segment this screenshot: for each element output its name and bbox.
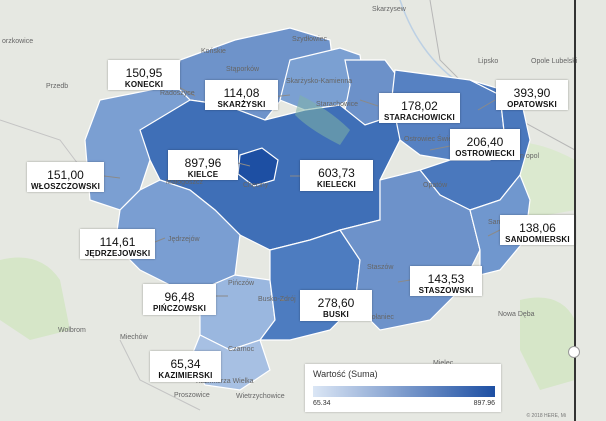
place-label: Busko-Zdrój	[258, 296, 296, 303]
value-text: 603,73	[318, 166, 355, 180]
place-label: orzkowice	[2, 38, 34, 45]
place-label: Skarżysko-Kamienna	[286, 78, 353, 85]
district-name: JĘDRZEJOWSKI	[84, 249, 151, 258]
district-name: SANDOMIERSKI	[505, 235, 570, 244]
district-name: OSTROWIECKI	[455, 149, 515, 158]
place-label: Starachowice	[316, 101, 359, 108]
place-label: Czarnoc	[228, 346, 255, 353]
legend-max-value: 897.96	[473, 400, 495, 407]
place-label: Sand	[488, 219, 505, 226]
place-label: Opatów	[423, 182, 448, 189]
value-text: 897,96	[184, 156, 222, 170]
district-name: BUSKI	[323, 310, 349, 319]
district-name: KONECKI	[124, 80, 164, 89]
value-text: 96,48	[164, 290, 195, 304]
value-text: 151,00	[47, 168, 84, 182]
value-text: 114,08	[223, 86, 260, 100]
value-label-konecki[interactable]: 150,95 KONECKI	[108, 60, 180, 90]
district-name: SKARŻYSKI	[217, 100, 266, 109]
forest-area-west	[0, 257, 70, 340]
legend-gradient-bar	[313, 386, 495, 397]
district-name: OPATOWSKI	[507, 100, 557, 109]
value-label-skarzyski[interactable]: 114,08 SKARŻYSKI	[205, 80, 278, 110]
place-label: Połaniec	[367, 314, 394, 321]
place-label: Kazimierza Wielka	[196, 378, 254, 385]
place-label: Mielec	[433, 360, 453, 367]
value-text: 278,60	[317, 296, 355, 310]
place-label: Opole Lubelski	[531, 58, 578, 65]
leader-line	[487, 229, 501, 237]
value-text: 65,34	[170, 357, 201, 371]
leader-line	[477, 99, 496, 111]
place-label: Lipsko	[478, 58, 499, 65]
value-label-sandomierski[interactable]: 138,06 SANDOMIERSKI	[500, 215, 575, 245]
district-name: WŁOSZCZOWSKI	[30, 182, 101, 191]
color-legend: Wartość (Suma) 65.34 897.96	[305, 364, 501, 412]
place-label: Ostrowiec Świętokrzyski	[404, 136, 480, 143]
district-name: STASZOWSKI	[418, 286, 474, 295]
region-kielce[interactable]	[237, 147, 279, 187]
value-label-kazimierski[interactable]: 65,34 KAZIMIERSKI	[150, 351, 221, 382]
place-label: Małogoszcz	[166, 179, 203, 186]
district-name: KAZIMIERSKI	[158, 371, 213, 380]
value-label-opatowski[interactable]: 393,90 OPATOWSKI	[496, 80, 568, 110]
road-line	[119, 339, 201, 411]
place-label: Wolbrom	[58, 327, 86, 334]
place-label: Miechów	[120, 334, 148, 341]
place-label: Nowa Dęba	[498, 311, 535, 318]
value-label-buski[interactable]: 278,60 BUSKI	[300, 290, 372, 321]
value-text: 150,95	[125, 66, 163, 80]
value-text: 178,02	[401, 99, 438, 113]
value-label-wloszczowski[interactable]: 151,00 WŁOSZCZOWSKI	[27, 162, 104, 192]
place-label: Skarzysew	[372, 6, 406, 13]
leader-line	[359, 99, 379, 107]
leader-line	[237, 162, 251, 167]
legend-min-value: 65.34	[313, 400, 331, 407]
place-label: Proszowice	[174, 392, 210, 399]
district-name: STARACHOWICKI	[384, 113, 455, 122]
value-label-starachowicki[interactable]: 178,02 STARACHOWICKI	[379, 93, 460, 123]
map-copyright: © 2018 HERE, Mi	[526, 413, 566, 419]
place-label: Szydłowiec	[292, 36, 328, 43]
place-label: Przedb	[46, 83, 69, 90]
visual-border	[574, 0, 576, 421]
region-jedrzejowski[interactable]	[114, 179, 241, 291]
leader-line	[429, 145, 451, 151]
value-label-staszowski[interactable]: 143,53 STASZOWSKI	[410, 266, 482, 296]
district-name: KIELECKI	[317, 180, 356, 189]
value-label-pinczowski[interactable]: 96,48 PIŃCZOWSKI	[143, 284, 216, 315]
place-label: Chęciny	[243, 182, 269, 189]
value-text: 393,90	[513, 86, 551, 100]
leader-line	[397, 279, 411, 283]
district-name: PIŃCZOWSKI	[152, 304, 207, 313]
value-label-kielce[interactable]: 897,96 KIELCE	[168, 150, 238, 180]
forest-overlay	[295, 95, 350, 145]
value-label-kielecki[interactable]: 603,73 KIELECKI	[300, 160, 373, 191]
place-label: Wietrzychowice	[236, 393, 285, 400]
forest-area-east	[520, 297, 575, 390]
legend-title: Wartość (Suma)	[313, 369, 378, 379]
leader-line	[103, 175, 121, 179]
place-label: Jędrzejów	[168, 236, 200, 243]
value-text: 138,06	[519, 221, 556, 235]
leader-line	[154, 237, 166, 243]
place-label: Staszów	[367, 264, 394, 271]
place-label: Końskie	[201, 48, 226, 55]
resize-handle[interactable]	[568, 346, 580, 358]
place-label: Radoszyce	[160, 90, 195, 97]
value-text: 114,61	[99, 235, 136, 249]
place-label: Stąporków	[226, 66, 260, 73]
place-label: n opol	[520, 153, 540, 160]
value-label-ostrowiecki[interactable]: 206,40 OSTROWIECKI	[450, 129, 520, 160]
place-label: Pińczów	[228, 280, 255, 287]
value-text: 206,40	[466, 135, 504, 149]
value-label-jedrzejowski[interactable]: 114,61 JĘDRZEJOWSKI	[80, 229, 155, 259]
value-text: 143,53	[427, 272, 465, 286]
district-name: KIELCE	[187, 170, 219, 179]
